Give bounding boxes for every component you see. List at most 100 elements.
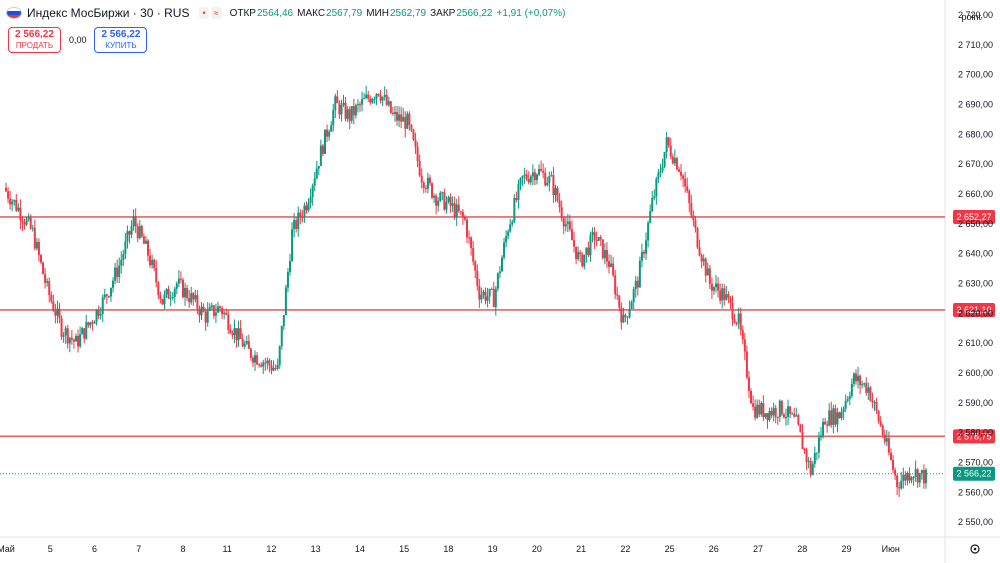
candle-body [568,221,571,230]
x-tick-label: Июн [882,544,900,554]
candle-body [492,288,495,308]
last-price-label-bg [953,466,995,481]
change-value: +1,91 (+0,07%) [496,7,566,19]
candle-body [463,217,466,220]
visibility-toggle[interactable]: • ≈ [199,7,222,19]
candle-body [70,337,73,340]
candle-body [326,129,329,137]
candle-body [270,365,273,371]
candle-body [214,312,217,316]
candle-body [795,415,798,417]
candle-body [696,227,699,248]
candle-body [721,288,724,301]
candle-body [122,254,125,260]
candle-body [317,165,320,169]
candle-body [723,288,726,300]
candle-body [468,237,471,239]
candle-body [291,229,294,261]
candle-body [383,94,386,97]
candle-body [79,334,82,347]
x-tick-label: 27 [753,544,763,554]
candle-body [344,102,347,119]
sell-button[interactable]: 2 566,22 ПРОДАТЬ [8,27,61,53]
candle-body [46,281,49,283]
candle-body [737,313,740,324]
buy-button[interactable]: 2 566,22 КУПИТЬ [94,27,148,53]
candle-body [914,469,917,478]
x-tick-label: 25 [665,544,675,554]
candle-body [375,94,378,99]
candle-body [159,295,162,299]
candle-body [184,287,187,298]
symbol-title[interactable]: Индекс МосБиржи · 30 · RUS [27,6,190,20]
candle-body [221,307,224,315]
wave-icon[interactable]: ≈ [210,7,222,19]
candle-body [165,289,168,295]
candle-body [655,178,658,197]
candle-body [426,177,429,189]
candle-body [731,302,734,320]
candle-body [163,294,166,305]
candle-body [896,475,899,488]
candle-body [188,298,191,303]
candle-body [805,449,808,462]
candle-body [476,270,479,286]
candle-body [819,435,822,438]
candle-body [754,406,757,418]
candle-body [9,198,12,205]
candle-body [443,192,446,210]
candle-body [118,265,121,278]
candle-body [311,185,314,198]
candle-body [348,109,351,121]
candle-body [920,470,923,474]
candle-body [535,174,538,181]
candle-body [52,301,55,311]
candle-body [854,373,857,382]
candle-body [832,408,835,425]
candle-body [879,421,882,426]
candle-body [515,198,518,200]
price-axis[interactable]: 2 550,00 2 560,00 2 570,00 2 580,00 2 590,00… [958,10,993,527]
candle-body [892,459,895,470]
candle-body [844,400,847,409]
candle-body [649,211,652,223]
candle-body [642,251,645,254]
candle-body [151,259,154,266]
dot-icon[interactable]: • [199,7,209,19]
candle-body [398,114,401,121]
y-tick-label: 2 680,00 [958,129,993,139]
candle-body [570,229,573,241]
high-value: 2567,79 [326,7,363,19]
candle-body [83,328,86,339]
candle-body [898,487,901,489]
time-axis[interactable]: Май 5 6 7 8 11 12 13 14 15 18 19 20 21 22 25 26 27 28 29 Июн [0,544,980,554]
candle-body [700,255,703,262]
candle-body [554,188,557,196]
candle-body [774,407,777,417]
candle-body [313,178,316,186]
candle-body [589,234,592,256]
candle-body [605,250,608,262]
candle-body [157,282,160,296]
candle-body [126,231,129,242]
candle-body [192,293,195,300]
candle-body [517,183,520,200]
gear-icon[interactable] [970,544,980,554]
candle-body [529,176,532,183]
candle-body [134,216,137,227]
candle-body [750,390,753,404]
candle-body [169,297,172,299]
y-tick-label: 2 660,00 [958,189,993,199]
candle-body [659,171,662,173]
candle-body [531,172,534,177]
candle-body [25,219,28,225]
candle-body [109,287,112,297]
candle-body [87,322,90,326]
candle-body [838,412,841,419]
candle-body [13,200,16,202]
candle-body [336,96,339,104]
candle-body [869,387,872,401]
candle-body [107,296,110,298]
gear-ring [970,544,980,554]
